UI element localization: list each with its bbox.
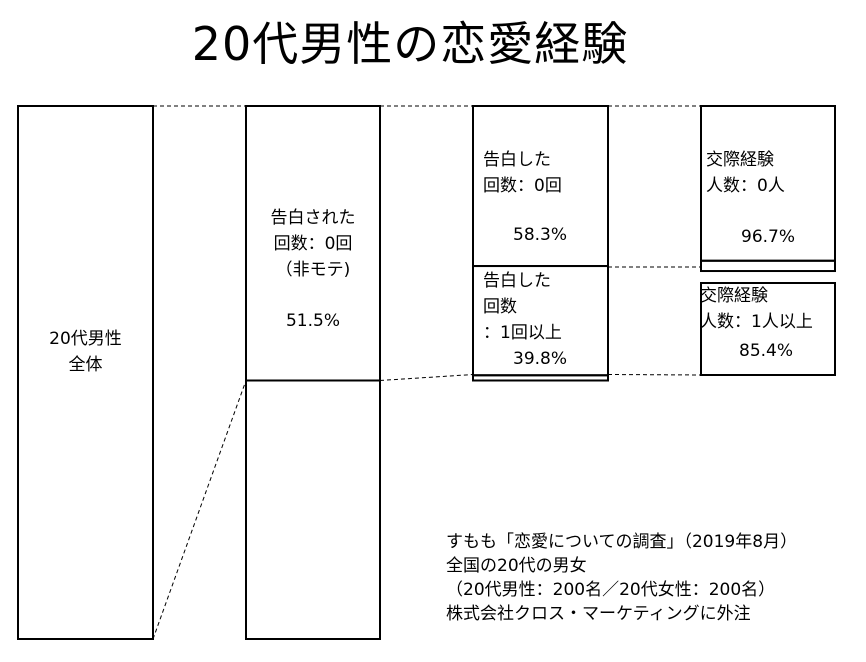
value-confessed-to-zero: 51.5% [285, 311, 340, 331]
value-dating-zero: 96.7% [741, 227, 796, 247]
source-line: 全国の20代の男女 [446, 556, 587, 576]
chart-title: 20代男性の恋愛経験 [191, 17, 629, 71]
source-line: すもも「恋愛についての調査」（2019年8月） [446, 532, 798, 552]
bar-all-male [17, 105, 154, 640]
connector-line [607, 373, 702, 376]
value-dating-one-plus: 85.4% [739, 341, 794, 361]
label-confessed-zero: 告白した 回数：0回 [483, 150, 562, 196]
segment-dating-one-plus [700, 282, 836, 376]
segment-dating-zero-remainder [700, 259, 836, 273]
label-confessed-one-plus: 告白した 回数 ：1回以上 [483, 271, 562, 343]
segment-confessed-2 [472, 374, 609, 382]
label-confessed-to-zero: 告白された 回数：0回 （非モテ) [270, 208, 356, 280]
label-dating-one-plus: 交際経験 人数：1人以上 [700, 286, 813, 332]
connector-line [379, 373, 474, 381]
value-confessed-one-plus: 39.8% [513, 349, 568, 369]
source-line: 株式会社クロス・マーケティングに外注 [446, 604, 751, 624]
segment-confessed-to-one-plus [245, 379, 381, 640]
label-all-male: 20代男性 全体 [49, 329, 122, 375]
source-note: すもも「恋愛についての調査」（2019年8月） 全国の20代の男女 （20代男性… [446, 530, 797, 626]
value-confessed-zero: 58.3% [513, 225, 568, 245]
connector-line [152, 380, 247, 640]
label-dating-zero: 交際経験 人数：0人 [706, 150, 785, 196]
source-line: （20代男性：200名／20代女性：200名） [446, 580, 776, 600]
